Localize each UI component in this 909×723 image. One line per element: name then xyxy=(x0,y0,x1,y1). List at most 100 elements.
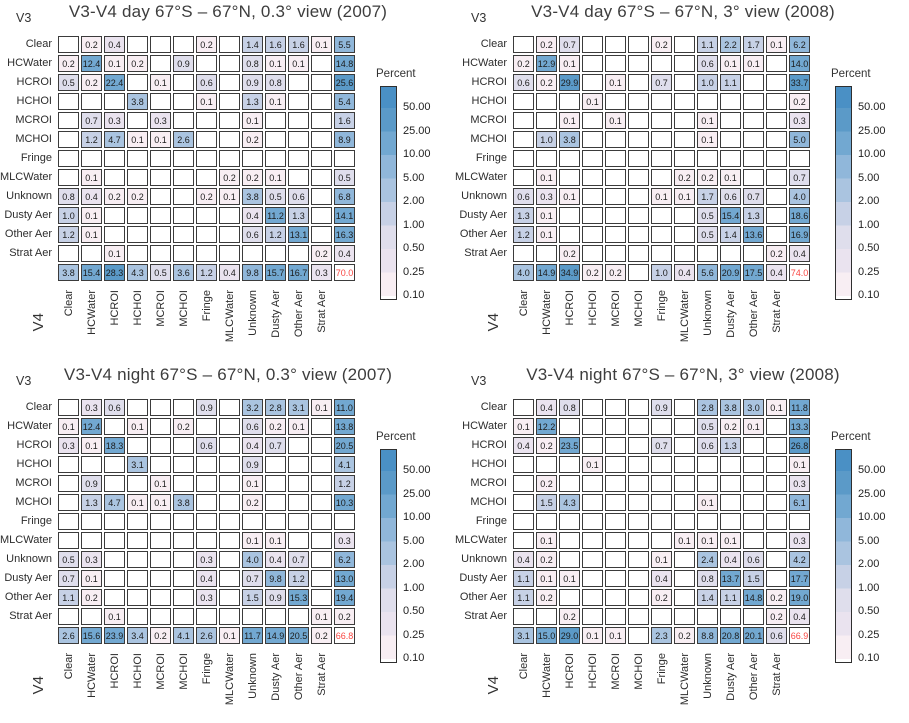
matrix-cell xyxy=(582,570,603,587)
legend-colorbar xyxy=(380,449,397,663)
row-total-cell: 0.3 xyxy=(789,112,810,129)
matrix-cell: 0.1 xyxy=(104,245,125,262)
matrix-cell: 0.1 xyxy=(265,93,286,110)
matrix-cell: 1.0 xyxy=(536,131,557,148)
matrix-cell xyxy=(81,513,102,530)
matrix-cell: 0.9 xyxy=(196,399,217,416)
row-total-cell xyxy=(789,513,810,530)
matrix-cell xyxy=(311,150,332,167)
matrix-cell xyxy=(674,226,695,243)
matrix-cell: 0.1 xyxy=(242,532,263,549)
matrix-cell: 0.2 xyxy=(242,169,263,186)
matrix-cell xyxy=(196,207,217,224)
matrix-cell xyxy=(104,532,125,549)
row-total-cell: 10.3 xyxy=(334,494,355,511)
row-total-cell: 6.1 xyxy=(789,494,810,511)
matrix-cell: 0.1 xyxy=(766,36,787,53)
matrix-cell xyxy=(150,608,171,625)
col-total-cell: 1.2 xyxy=(196,264,217,281)
col-axis-label: V4 xyxy=(485,676,502,695)
row-total-cell: 20.5 xyxy=(334,437,355,454)
row-label: HCHOI xyxy=(16,458,52,470)
matrix-cell xyxy=(674,150,695,167)
matrix-cell xyxy=(104,226,125,243)
matrix-cell: 0.5 xyxy=(58,74,79,91)
matrix-cell xyxy=(219,437,240,454)
matrix-cell: 0.6 xyxy=(697,437,718,454)
col-total-cell: 4.3 xyxy=(127,264,148,281)
matrix-cell: 0.1 xyxy=(559,570,580,587)
matrix-cell xyxy=(720,150,741,167)
matrix-cell: 2.6 xyxy=(173,131,194,148)
matrix-cell xyxy=(605,456,626,473)
matrix-cell xyxy=(743,437,764,454)
row-total-cell: 13.8 xyxy=(334,418,355,435)
column-label: Clear xyxy=(518,290,530,317)
matrix-cell xyxy=(104,513,125,530)
legend-tick: 1.00 xyxy=(403,218,425,231)
matrix-cell xyxy=(196,494,217,511)
matrix-cell xyxy=(605,245,626,262)
matrix-cell xyxy=(766,93,787,110)
matrix-cell: 0.8 xyxy=(697,570,718,587)
matrix-cell: 1.0 xyxy=(58,207,79,224)
matrix-cell xyxy=(582,207,603,224)
matrix-cell xyxy=(674,112,695,129)
matrix-cell: 0.1 xyxy=(582,456,603,473)
matrix-cell: 0.7 xyxy=(651,437,672,454)
col-total-cell: 0.6 xyxy=(766,627,787,644)
legend-tick: 50.00 xyxy=(858,464,886,476)
col-total-cell: 28.3 xyxy=(104,264,125,281)
row-label: HCROI xyxy=(16,439,52,451)
matrix-cell xyxy=(173,399,194,416)
matrix-cell xyxy=(674,494,695,511)
matrix-cell: 0.2 xyxy=(265,418,286,435)
matrix-cell xyxy=(628,188,649,205)
heatmap-panel-day-3view-2008: V3-V4 day 67°S – 67°N, 3° view (2008) V3… xyxy=(455,0,909,362)
matrix-cell: 0.2 xyxy=(58,55,79,72)
legend-title: Percent xyxy=(831,431,871,443)
matrix-cell xyxy=(605,36,626,53)
matrix-cell xyxy=(265,150,286,167)
column-label: Other Aer xyxy=(748,290,760,338)
matrix-cell: 0.3 xyxy=(150,112,171,129)
legend-tick: 0.10 xyxy=(858,652,880,664)
legend-tick: 0.25 xyxy=(858,628,880,641)
matrix-cell: 0.1 xyxy=(58,418,79,435)
matrix-cell xyxy=(219,399,240,416)
matrix-cell xyxy=(288,169,309,186)
row-label: HCHOI xyxy=(471,458,507,470)
row-label: MCHOI xyxy=(15,496,52,508)
row-label: Clear xyxy=(25,401,52,413)
matrix-cell xyxy=(743,532,764,549)
row-label: HCHOI xyxy=(16,95,52,107)
col-total-cell: 20.5 xyxy=(288,627,309,644)
matrix-cell xyxy=(582,418,603,435)
matrix-cell xyxy=(766,131,787,148)
matrix-cell: 1.2 xyxy=(265,226,286,243)
matrix-cell xyxy=(173,475,194,492)
matrix-cell: 0.2 xyxy=(173,418,194,435)
matrix-cell xyxy=(311,188,332,205)
matrix-cell xyxy=(743,74,764,91)
matrix-cell: 0.1 xyxy=(104,55,125,72)
column-label: Clear xyxy=(518,653,530,680)
matrix-cell xyxy=(219,418,240,435)
matrix-cell xyxy=(605,93,626,110)
matrix-cell xyxy=(127,608,148,625)
matrix-cell: 1.7 xyxy=(697,188,718,205)
legend-title: Percent xyxy=(831,68,871,80)
matrix-cell: 22.4 xyxy=(104,74,125,91)
matrix-cell xyxy=(582,399,603,416)
row-label: Unknown xyxy=(6,190,52,202)
matrix-cell: 0.6 xyxy=(513,188,534,205)
matrix-cell: 12.4 xyxy=(81,418,102,435)
row-total-cell: 14.0 xyxy=(789,55,810,72)
matrix-cell xyxy=(605,188,626,205)
row-label: MCHOI xyxy=(15,133,52,145)
matrix-cell xyxy=(58,399,79,416)
row-label: Other Aer xyxy=(4,228,52,240)
matrix-cell xyxy=(766,112,787,129)
column-label: HCROI xyxy=(564,290,576,326)
col-axis-label: V4 xyxy=(485,313,502,332)
